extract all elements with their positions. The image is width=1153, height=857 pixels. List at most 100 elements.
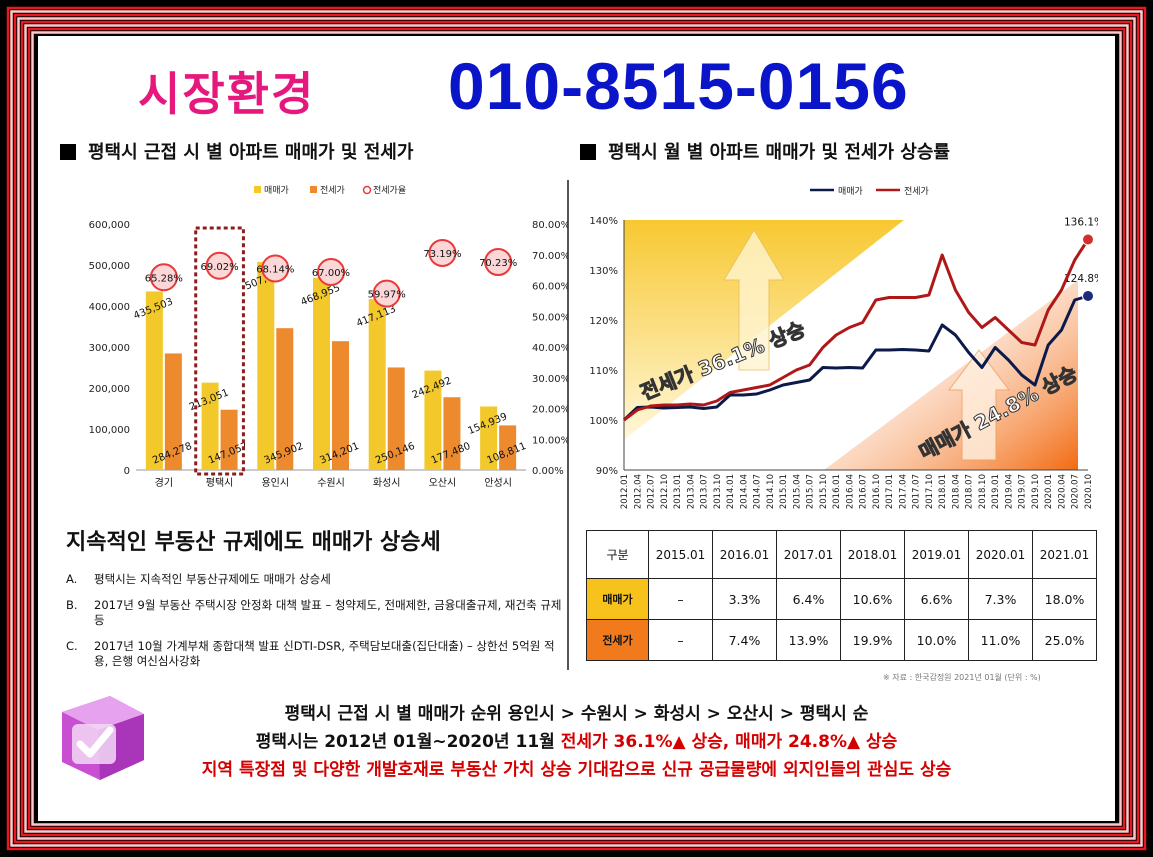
growth-table: 구분 2015.01 2016.01 2017.01 2018.01 2019.…: [586, 530, 1097, 661]
x-tick-label: 2014.04: [739, 474, 749, 509]
summary-line-2-highlight: 전세가 36.1%▲ 상승, 매매가 24.8%▲ 상승: [560, 732, 898, 752]
y-tick-label: 130%: [589, 266, 618, 277]
row-label-jeonse: 전세가: [586, 619, 649, 661]
x-tick-label: 오산시: [429, 477, 457, 489]
jeonse-series-line: [623, 238, 1090, 422]
frame-stripe: [6, 6, 1147, 851]
y-tick-label: 100%: [589, 416, 618, 427]
legend-label: 전세가: [904, 186, 929, 197]
table-row: 매매가 – 3.3% 6.4% 10.6% 6.6% 7.3% 18.0%: [586, 578, 1097, 620]
rate-bubble: [372, 279, 401, 308]
x-tick-label: 2013.10: [713, 474, 723, 509]
growth-line-chart: 90% 100% 110% 120% 130% 140% 2012.01 2012.04 201…: [589, 186, 1098, 509]
legend-label: 전세가: [320, 185, 345, 196]
sale-bar: [424, 370, 442, 470]
y2-tick-label: 10.00%: [532, 435, 568, 446]
frame-stripe: [17, 17, 1136, 840]
row-label-sale: 매매가: [586, 578, 649, 620]
y-tick-label: 0: [124, 466, 130, 477]
x-tick-label: 2013.04: [686, 474, 696, 509]
table-cell: –: [648, 578, 713, 620]
checkmark-box-icon: [62, 696, 144, 780]
table-cell: 19.9%: [840, 619, 905, 661]
x-tick-label: 2012.10: [660, 474, 670, 509]
x-tick-label: 평택시: [206, 477, 234, 489]
table-cell: 3.3%: [712, 578, 777, 620]
table-cell: 6.4%: [776, 578, 841, 620]
note-text: 2017년 10월 가계부채 종합대책 발표 신DTI-DSR, 주택담보대출(…: [94, 639, 555, 668]
phone-number: 010-8515-0156: [448, 49, 909, 123]
x-tick-label: 2015.04: [792, 474, 802, 509]
jeonse-bar: [499, 425, 517, 470]
legend-swatch: [310, 186, 317, 193]
table-header-cell: 2020.01: [968, 530, 1033, 579]
y2-tick-label: 20.00%: [532, 405, 568, 416]
jeonse-bar: [387, 367, 405, 470]
price-bar-chart: 매매가 전세가 전세가율 0 100,000 200,000 300,000 400,000 5…: [89, 185, 568, 489]
frame-stripe: [27, 27, 1126, 830]
growth-table-wrap: 구분 2015.01 2016.01 2017.01 2018.01 2019.…: [586, 530, 1097, 661]
line-chart-section-title: 평택시 월 별 아파트 매매가 및 전세가 상승률: [580, 138, 950, 164]
x-tick-label: 2017.10: [925, 474, 935, 509]
frame-stripe: [24, 24, 1129, 833]
x-tick-label: 2018.04: [951, 474, 961, 509]
note-marker: A.: [66, 572, 78, 586]
sale-series-line: [622, 294, 1089, 422]
rate-data-label: 73.19%: [423, 249, 461, 260]
table-header-cell: 구분: [586, 530, 649, 579]
x-tick-label: 2018.07: [965, 474, 975, 509]
x-tick-label: 2016.10: [872, 474, 882, 509]
x-tick-label: 2016.01: [832, 474, 842, 509]
summary-line-1: 평택시 근접 시 별 매매가 순위 용인시 > 수원시 > 화성시 > 오산시 …: [284, 704, 869, 724]
x-tick-label: 2020.04: [1057, 474, 1067, 509]
table-cell: 7.4%: [712, 619, 777, 661]
note-marker: C.: [66, 639, 78, 653]
x-tick-label: 2013.01: [673, 474, 683, 509]
sale-bar: [313, 277, 330, 470]
x-tick-label: 2017.01: [885, 474, 895, 509]
x-tick-label: 2012.04: [633, 474, 643, 509]
table-header-cell: 2015.01: [648, 530, 713, 579]
y-tick-label: 300,000: [89, 343, 130, 354]
y-tick-label: 200,000: [89, 384, 130, 395]
table-cell: 6.6%: [904, 578, 969, 620]
notes-list: A. 평택시는 지속적인 부동산규제에도 매매가 상승세 B. 2017년 9월 부…: [66, 572, 566, 680]
table-cell: 18.0%: [1032, 578, 1097, 620]
jeonse-bar: [332, 341, 349, 470]
note-marker: B.: [66, 598, 78, 612]
headline: 지속적인 부동산 규제에도 매매가 상승세: [66, 530, 441, 555]
x-tick-label: 안성시: [484, 477, 512, 489]
legend-swatch: [254, 186, 261, 193]
x-tick-label: 2018.10: [978, 474, 988, 509]
rate-data-label: 70.23%: [479, 258, 517, 269]
infographic-card: 시장환경 010-8515-0156 평택시 근접 시 별 아파트 매매가 및 …: [38, 36, 1115, 821]
rate-data-label: 65.28%: [145, 273, 183, 284]
y-tick-label: 500,000: [89, 261, 130, 272]
x-tick-label: 수원시: [317, 477, 345, 489]
note-text: 2017년 9월 부동산 주택시장 안정화 대책 발표 – 청약제도, 전매제한…: [94, 598, 562, 627]
y-tick-label: 600,000: [89, 220, 130, 231]
x-tick-label: 2017.04: [898, 474, 908, 509]
x-tick-label: 2017.07: [912, 474, 922, 509]
table-cell: 13.9%: [776, 619, 841, 661]
table-row: 전세가 – 7.4% 13.9% 19.9% 10.0% 11.0% 25.0%: [586, 619, 1097, 661]
highlight-box: [194, 226, 245, 476]
x-tick-label: 경기: [155, 476, 173, 489]
frame-stripe: [31, 31, 1122, 826]
x-tick-label: 2014.10: [766, 474, 776, 509]
y2-tick-label: 70.00%: [532, 251, 568, 262]
bar-chart-title-text: 평택시 근접 시 별 아파트 매매가 및 전세가: [88, 142, 414, 163]
up-arrow-icon: [948, 349, 1010, 461]
legend-label: 전세가율: [373, 185, 406, 196]
rate-bubble: [261, 254, 290, 283]
frame-stripe: [13, 13, 1140, 844]
frame-stripe: [20, 20, 1133, 837]
brand-title: 시장환경: [138, 67, 316, 121]
summary-line-2-text: 평택시는 2012년 01월~2020년 11월: [255, 732, 555, 752]
rate-data-label: 67.00%: [312, 268, 350, 279]
table-header-cell: 2018.01: [840, 530, 905, 579]
sale-bar: [480, 406, 498, 470]
y-tick-label: 100,000: [89, 425, 130, 436]
table-header-cell: 2016.01: [712, 530, 777, 579]
x-tick-label: 화성시: [373, 477, 401, 489]
